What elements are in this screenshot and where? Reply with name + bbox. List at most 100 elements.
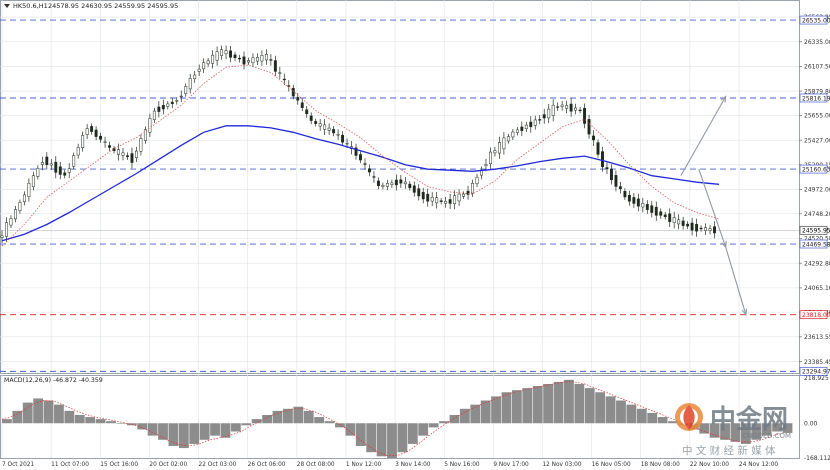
candle-body (650, 205, 654, 213)
candle-body (368, 168, 371, 173)
price-tick-label: 24972.00 (804, 187, 830, 194)
price-tick-label: 25655.00 (804, 113, 830, 120)
level-label-text: 24469.58 (802, 241, 830, 248)
candle-body (560, 104, 564, 107)
candle-body (85, 128, 89, 135)
candle-body (636, 198, 640, 207)
time-tick-label: 1 Nov 12:00 (346, 462, 382, 468)
candle-body (672, 217, 676, 223)
macd-bar (387, 423, 397, 458)
macd-bar (189, 423, 200, 444)
macd-bar (626, 404, 637, 424)
macd-bar (480, 400, 491, 424)
candle-body (497, 142, 501, 154)
candle-body (448, 199, 452, 204)
macd-bar (22, 402, 33, 424)
time-tick-label: 22 Oct 03:00 (199, 462, 237, 468)
candle-body (296, 97, 300, 101)
candle-body (139, 138, 143, 152)
level-label-box (799, 239, 828, 249)
macd-bar (584, 388, 595, 424)
candles (0, 45, 716, 243)
time-tick-label: 16 Nov 05:00 (592, 462, 631, 468)
candle-body (161, 104, 165, 110)
candle-body (457, 193, 461, 202)
level-label-text: 23818.00 (802, 312, 830, 319)
candle-body (130, 153, 134, 163)
candle-body (54, 161, 58, 173)
candle-body (372, 176, 376, 178)
projection-arrow (698, 168, 727, 248)
price-tick-label: 23613.55 (804, 334, 830, 341)
time-axis[interactable]: 7 Oct 2021 11 Oct 07:00 15 Oct 16:00 20 Oct… (2, 462, 778, 468)
time-tick-label: 28 Oct 08:00 (297, 462, 335, 468)
candle-body (663, 214, 667, 217)
candle-body (327, 127, 331, 131)
price-tick-label: 24748.20 (804, 211, 830, 218)
price-levels (0, 19, 799, 372)
macd-bar (699, 423, 710, 434)
watermark-brand: 中金网 (710, 404, 788, 435)
candle-body (435, 197, 439, 204)
triangle-down-icon[interactable] (4, 4, 10, 8)
candle-body (547, 108, 551, 119)
candle-body (202, 62, 206, 70)
level-label-box (799, 367, 828, 376)
candle-body (403, 181, 407, 185)
macd-bar (470, 404, 481, 424)
macd-bar (355, 423, 366, 446)
macd-bar (522, 388, 533, 424)
moving-averages (1, 64, 720, 247)
macd-bar (199, 423, 210, 440)
macd-bar (720, 423, 730, 440)
candle-body (179, 95, 183, 98)
candle-body (238, 57, 241, 60)
candle-body (690, 222, 694, 231)
macd-tick-label: -168.112 (804, 455, 830, 462)
macd-bar (532, 386, 543, 424)
macd-plot-frame (0, 375, 800, 459)
candle-body (184, 86, 188, 94)
symbol-label: HK50.6,H1 (13, 2, 48, 10)
candle-body (49, 163, 53, 166)
macd-bar (668, 421, 678, 424)
macd-bar (158, 423, 168, 440)
price-axis[interactable]: 26562.9526335.0026107.5025879.8025655.00… (799, 14, 830, 462)
ma-slow-line (1, 125, 720, 242)
candle-body (699, 227, 703, 230)
macd-bar (12, 410, 23, 424)
macd-bar (439, 421, 449, 424)
macd-bar (33, 398, 44, 424)
candle-body (269, 59, 273, 61)
candle-body (242, 56, 246, 65)
candle-body (363, 163, 367, 165)
macd-bar (418, 423, 429, 436)
candle-body (76, 147, 80, 156)
candle-body (251, 57, 255, 64)
time-tick-label: 12 Nov 03:00 (542, 462, 581, 468)
macd-bar (345, 423, 356, 436)
candle-body (22, 194, 26, 203)
candle-body (515, 129, 519, 133)
candle-body (632, 197, 636, 204)
macd-bar (657, 417, 668, 424)
macd-bar (241, 423, 252, 426)
candle-body (462, 193, 466, 197)
candle-body (489, 151, 492, 165)
candle-body (713, 226, 716, 234)
macd-bar (324, 421, 335, 424)
candle-body (193, 74, 197, 80)
candle-body (542, 114, 546, 119)
candle-body (264, 53, 268, 61)
candle-body (381, 185, 385, 187)
time-tick-label: 20 Oct 02:00 (149, 462, 187, 468)
price-tick-label: 23385.45 (804, 359, 830, 366)
macd-bar (283, 408, 293, 424)
candle-body (103, 141, 107, 143)
candle-body (444, 200, 448, 204)
macd-bar (366, 423, 377, 453)
candle-body (99, 135, 103, 140)
candle-body (605, 167, 609, 170)
macd-tick-label: 0.00 (804, 420, 818, 427)
macd-histogram (1, 379, 793, 458)
